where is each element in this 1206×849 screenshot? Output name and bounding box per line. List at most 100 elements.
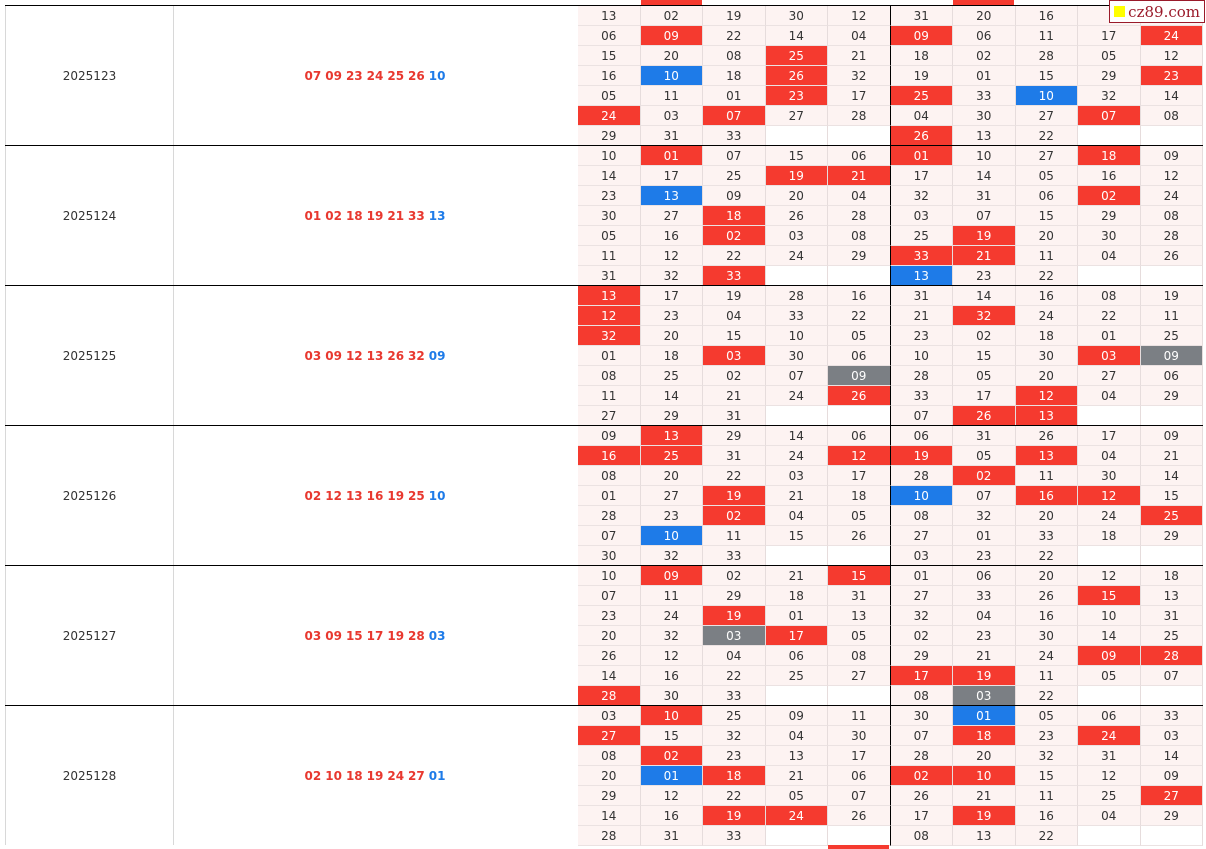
number-grid: 13 02 19 30 12 31 20 16 06 09 22 14 04 09 06 11 17 24 15 20… bbox=[578, 6, 1203, 146]
red-hit-cell: 17 bbox=[890, 666, 953, 686]
grid-cell: 33 bbox=[703, 686, 766, 706]
grid-cell: 15 bbox=[1015, 766, 1078, 786]
grid-cell: 07 bbox=[578, 526, 641, 546]
grid-row: 27 29 31 07 26 13 bbox=[578, 406, 1203, 426]
grid-cell: 08 bbox=[578, 746, 641, 766]
grid-cell: 07 bbox=[703, 146, 766, 166]
grid-cell: 16 bbox=[640, 666, 703, 686]
grid-cell: 15 bbox=[640, 726, 703, 746]
grid-cell: 03 bbox=[890, 546, 953, 566]
red-ball-number: 17 bbox=[366, 628, 384, 643]
red-hit-cell: 24 bbox=[578, 106, 641, 126]
grid-row: 15 20 08 25 21 18 02 28 05 12 bbox=[578, 46, 1203, 66]
red-hit-cell: 25 bbox=[1140, 506, 1203, 526]
red-hit-cell: 15 bbox=[1078, 586, 1141, 606]
red-hit-cell: 13 bbox=[640, 426, 703, 446]
grid-row: 11 14 21 24 26 33 17 12 04 29 bbox=[578, 386, 1203, 406]
red-hit-cell: 18 bbox=[703, 766, 766, 786]
grid-cell: 12 bbox=[828, 6, 891, 26]
red-ball-number: 02 bbox=[304, 768, 322, 783]
grid-cell: 16 bbox=[1015, 286, 1078, 306]
grid-cell: 23 bbox=[953, 626, 1016, 646]
grid-cell: 30 bbox=[1078, 226, 1141, 246]
grid-cell: 03 bbox=[765, 466, 828, 486]
grid-cell: 30 bbox=[828, 726, 891, 746]
blue-hit-cell: 10 bbox=[890, 486, 953, 506]
grid-cell: 14 bbox=[578, 806, 641, 826]
grid-cell: 03 bbox=[578, 706, 641, 726]
grid-cell: 19 bbox=[703, 286, 766, 306]
grid-cell: 05 bbox=[828, 506, 891, 526]
grid-cell: 24 bbox=[1015, 646, 1078, 666]
grid-cell bbox=[1140, 686, 1203, 706]
blue-hit-cell: 13 bbox=[640, 186, 703, 206]
grid-cell: 01 bbox=[703, 86, 766, 106]
grid-cell: 21 bbox=[828, 46, 891, 66]
site-watermark: cz89.com bbox=[1109, 0, 1205, 23]
previous-block-partial-row bbox=[578, 0, 1203, 5]
grid-cell: 01 bbox=[1078, 326, 1141, 346]
grid-cell: 10 bbox=[953, 146, 1016, 166]
grid-cell: 27 bbox=[640, 206, 703, 226]
grid-row: 16 10 18 26 32 19 01 15 29 23 bbox=[578, 66, 1203, 86]
red-hit-cell: 03 bbox=[1078, 346, 1141, 366]
grid-row: 16 25 31 24 12 19 05 13 04 21 bbox=[578, 446, 1203, 466]
grid-cell: 02 bbox=[640, 6, 703, 26]
grid-cell: 20 bbox=[640, 466, 703, 486]
grid-cell: 24 bbox=[765, 246, 828, 266]
grid-cell: 05 bbox=[578, 226, 641, 246]
red-hit-cell: 10 bbox=[953, 766, 1016, 786]
grid-cell: 29 bbox=[890, 646, 953, 666]
grid-cell: 30 bbox=[640, 686, 703, 706]
winning-numbers: 02 10 18 19 24 27 01 bbox=[172, 706, 578, 845]
red-hit-cell: 01 bbox=[640, 146, 703, 166]
red-ball-number: 10 bbox=[325, 768, 342, 783]
grid-row: 23 24 19 01 13 32 04 16 10 31 bbox=[578, 606, 1203, 626]
grid-cell: 25 bbox=[640, 366, 703, 386]
red-cell-fragment bbox=[953, 0, 1014, 5]
grid-cell: 15 bbox=[703, 326, 766, 346]
grid-cell: 33 bbox=[1140, 706, 1203, 726]
grid-cell: 03 bbox=[1140, 726, 1203, 746]
grid-row: 28 30 33 08 03 22 bbox=[578, 686, 1203, 706]
grid-row: 01 18 03 30 06 10 15 30 03 09 bbox=[578, 346, 1203, 366]
grid-cell: 22 bbox=[1015, 686, 1078, 706]
grid-cell: 11 bbox=[1015, 786, 1078, 806]
red-hit-cell: 19 bbox=[703, 486, 766, 506]
grid-cell: 32 bbox=[890, 606, 953, 626]
grid-cell: 01 bbox=[765, 606, 828, 626]
grid-cell: 13 bbox=[1140, 586, 1203, 606]
grid-cell: 33 bbox=[953, 86, 1016, 106]
grid-cell: 23 bbox=[953, 266, 1016, 286]
grid-cell: 29 bbox=[1140, 386, 1203, 406]
grid-cell: 21 bbox=[1140, 446, 1203, 466]
grid-cell: 16 bbox=[640, 226, 703, 246]
red-hit-cell: 12 bbox=[1078, 486, 1141, 506]
grid-cell: 31 bbox=[640, 126, 703, 146]
red-hit-cell: 02 bbox=[703, 506, 766, 526]
grid-row: 07 11 29 18 31 27 33 26 15 13 bbox=[578, 586, 1203, 606]
red-ball-number: 12 bbox=[325, 488, 342, 503]
watermark-logo-icon bbox=[1114, 6, 1126, 17]
grid-cell: 17 bbox=[890, 806, 953, 826]
grid-cell: 01 bbox=[890, 566, 953, 586]
grid-cell: 18 bbox=[640, 346, 703, 366]
grid-cell: 22 bbox=[1078, 306, 1141, 326]
grid-cell: 23 bbox=[1015, 726, 1078, 746]
red-hit-cell: 26 bbox=[953, 406, 1016, 426]
grid-cell: 19 bbox=[890, 66, 953, 86]
grid-cell: 04 bbox=[828, 186, 891, 206]
grid-cell: 07 bbox=[890, 406, 953, 426]
grid-cell: 09 bbox=[703, 186, 766, 206]
grid-cell: 02 bbox=[890, 626, 953, 646]
grid-cell: 29 bbox=[578, 126, 641, 146]
grid-cell: 08 bbox=[890, 826, 953, 846]
grid-cell: 08 bbox=[578, 366, 641, 386]
grid-cell: 11 bbox=[640, 86, 703, 106]
grid-cell bbox=[765, 826, 828, 846]
grid-cell: 14 bbox=[765, 26, 828, 46]
grid-cell: 29 bbox=[1078, 66, 1141, 86]
grid-row: 26 12 04 06 08 29 21 24 09 28 bbox=[578, 646, 1203, 666]
grid-cell: 07 bbox=[1140, 666, 1203, 686]
grid-cell: 11 bbox=[1015, 666, 1078, 686]
